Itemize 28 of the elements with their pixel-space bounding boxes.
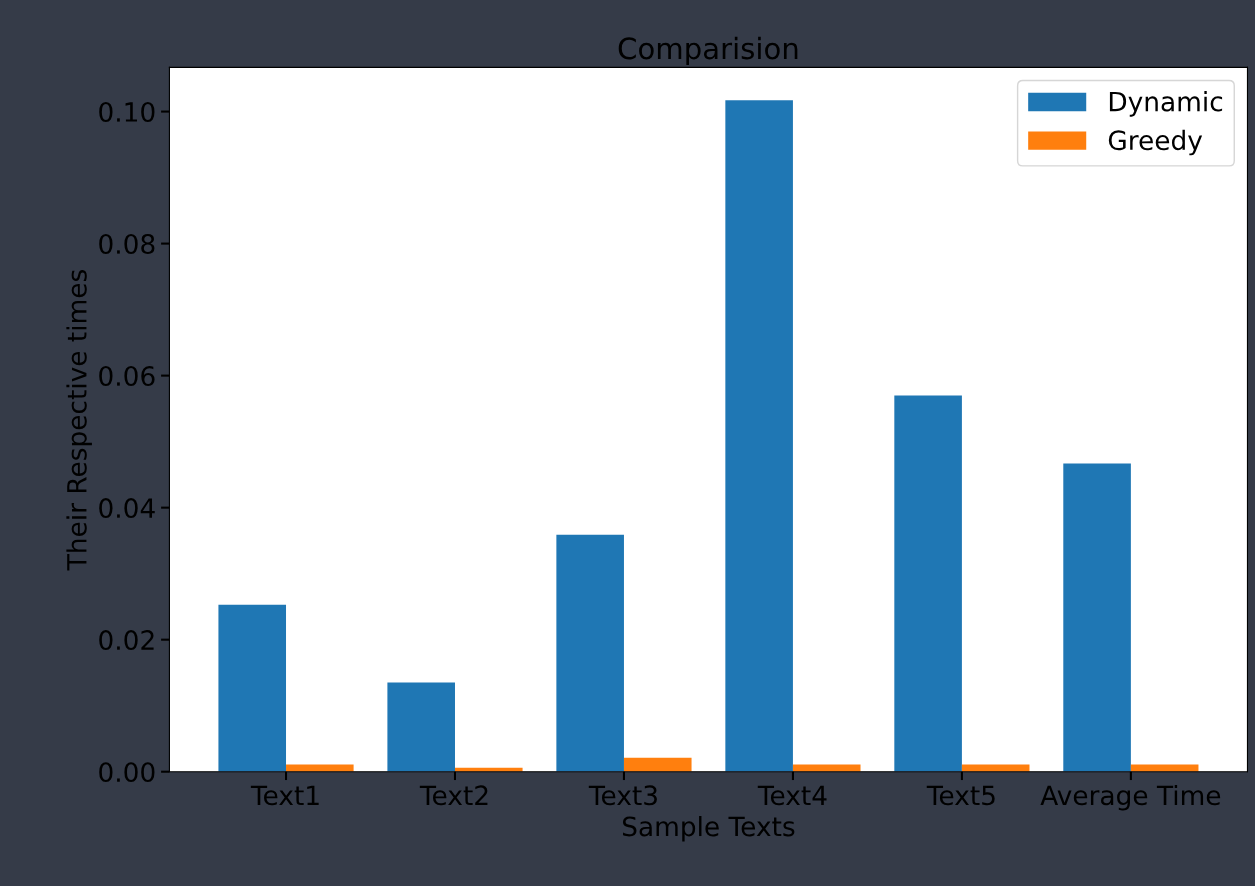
bar <box>387 682 455 772</box>
chart-title: Comparision <box>618 36 798 66</box>
bar <box>961 764 1030 772</box>
bar <box>1063 463 1131 772</box>
x-axis-title: Sample Texts <box>622 816 795 842</box>
bar <box>894 395 962 772</box>
legend-label: Dynamic <box>1109 91 1223 117</box>
bar <box>623 757 692 772</box>
y-tick-label: 0.02 <box>99 630 154 651</box>
bar <box>725 100 793 772</box>
legend-label: Greedy <box>1108 129 1203 156</box>
bar <box>218 604 287 772</box>
x-tick-label: Text1 <box>250 785 319 806</box>
bar <box>556 534 624 772</box>
y-tick-label: 0.08 <box>99 234 155 254</box>
y-tick-label: 0.00 <box>99 762 155 783</box>
x-tick-label: Text3 <box>588 785 657 806</box>
y-axis-title: Their Respective times <box>66 270 92 571</box>
y-tick-label: 0.10 <box>99 102 155 122</box>
x-tick-label: Text2 <box>419 785 488 806</box>
y-tick-label: 0.04 <box>99 498 155 519</box>
x-tick-label: Text4 <box>757 785 827 806</box>
bar <box>1130 764 1199 772</box>
x-tick-label: Text5 <box>926 785 995 806</box>
y-tick-label: 0.06 <box>99 366 155 387</box>
bar <box>286 764 354 772</box>
bar <box>792 764 861 772</box>
x-tick-label: Average Time <box>1040 784 1221 811</box>
